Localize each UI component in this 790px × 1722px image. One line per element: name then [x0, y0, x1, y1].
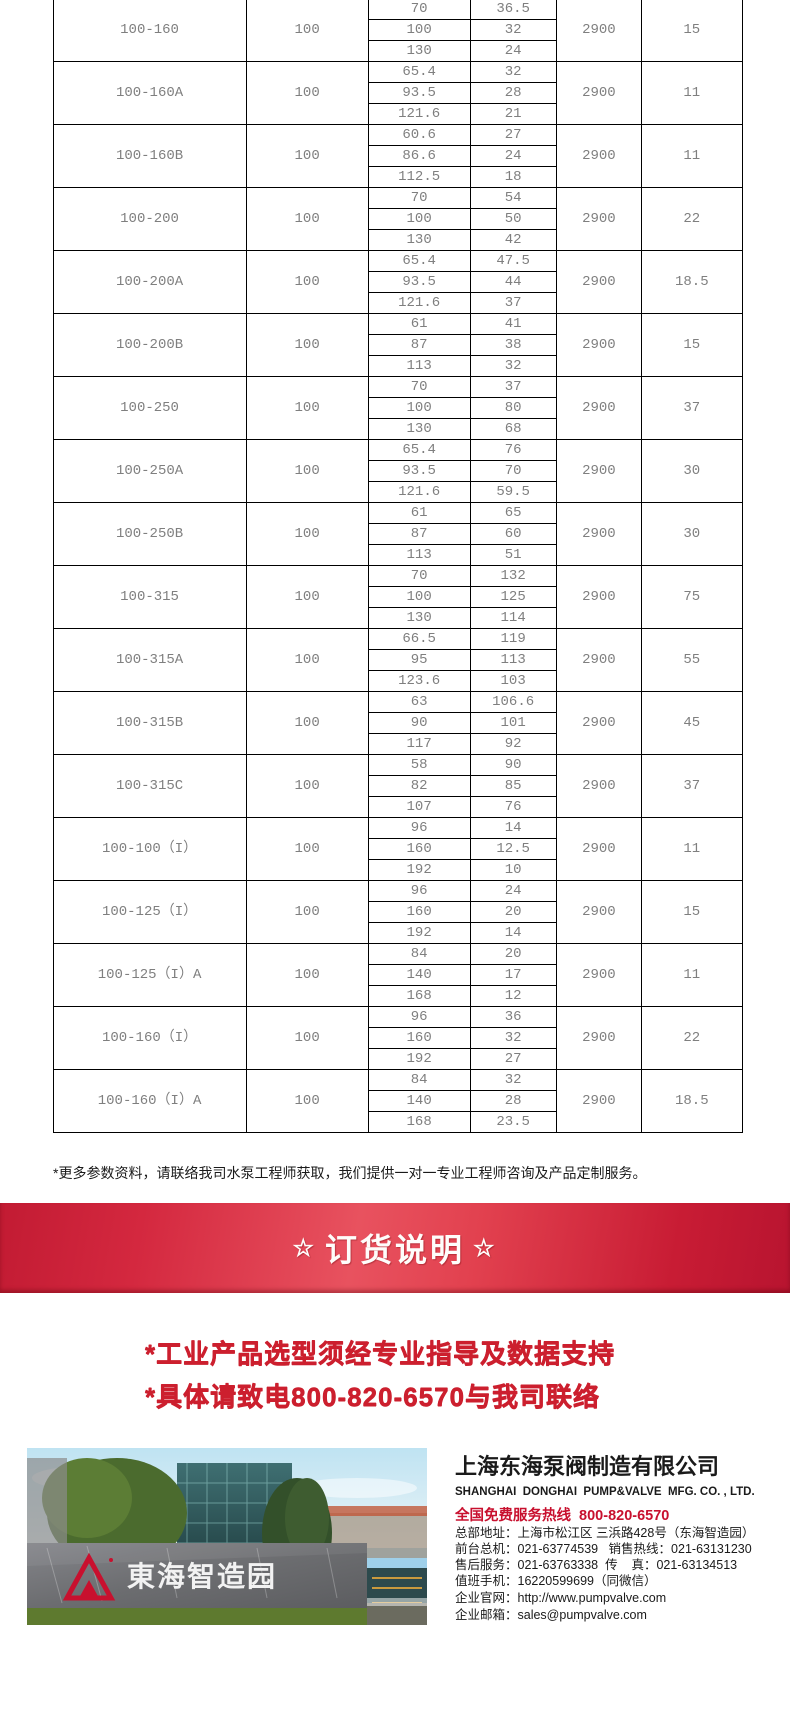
svg-text:東海智造园: 東海智造园 — [127, 1561, 277, 1592]
